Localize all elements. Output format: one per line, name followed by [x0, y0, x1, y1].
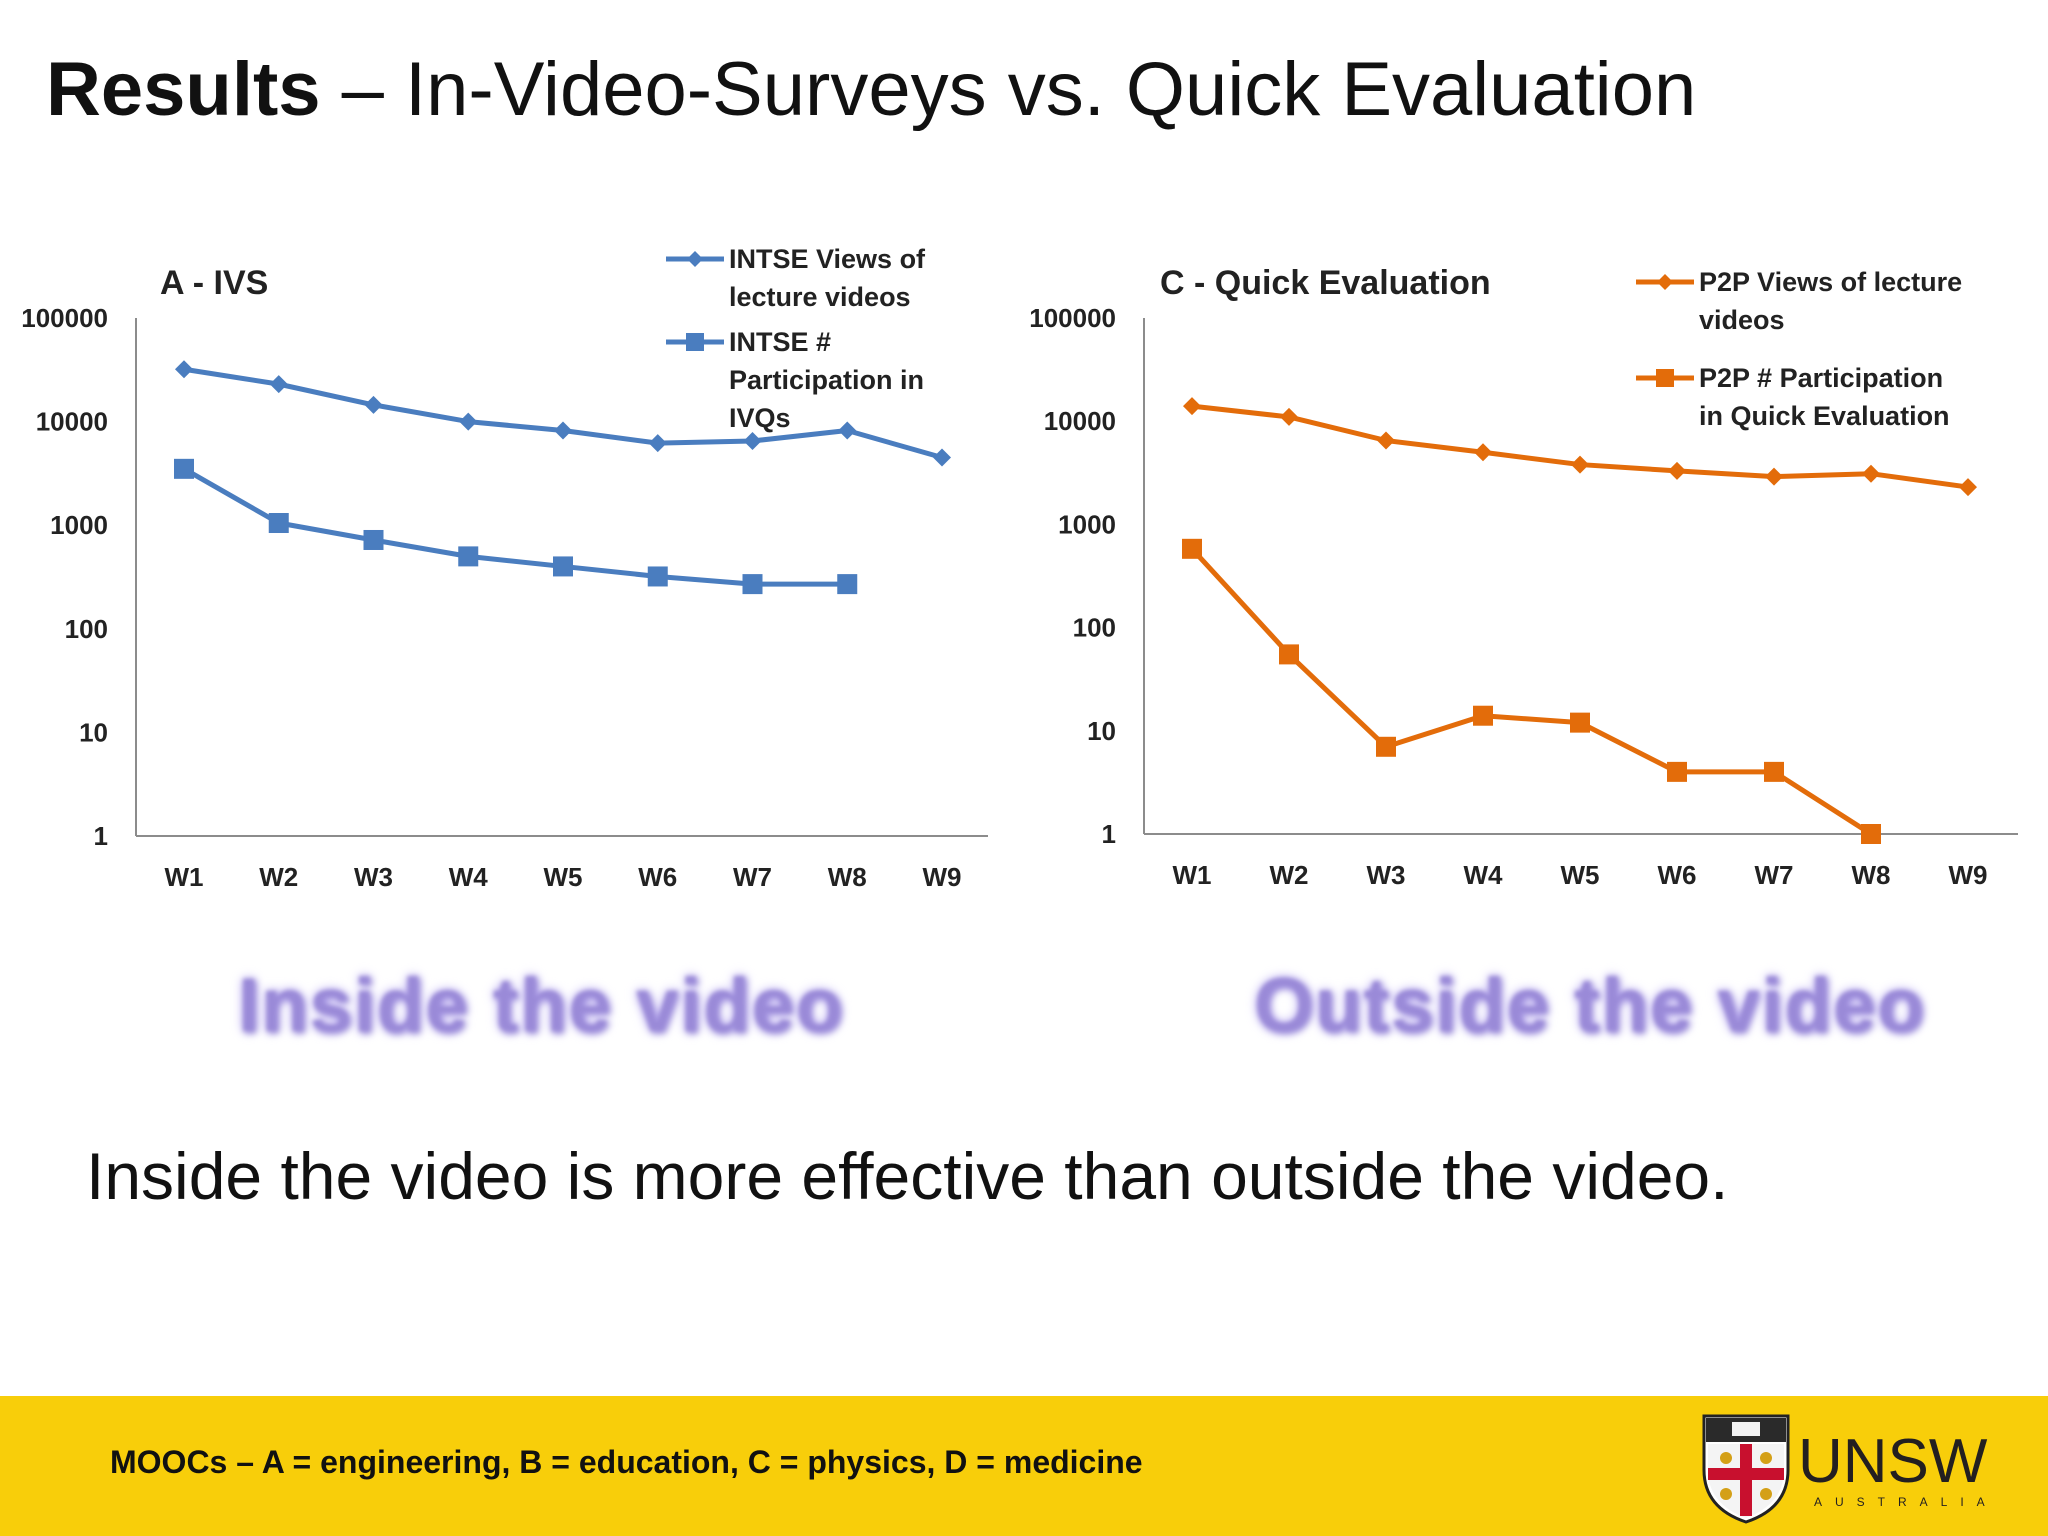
conclusion-text: Inside the video is more effective than … — [86, 1139, 1729, 1213]
caption-outside-video: Outside the video — [1254, 963, 1926, 1048]
x-tick-label: W4 — [449, 862, 489, 892]
data-point-diamond — [459, 412, 478, 431]
legend-marker-square — [686, 333, 704, 351]
data-point-diamond — [269, 375, 288, 394]
x-tick-label: W5 — [1561, 860, 1600, 890]
unsw-logo-subtext: AUSTRALIA — [1814, 1495, 1996, 1509]
x-tick-label: W6 — [1658, 860, 1697, 890]
data-point-square — [1473, 705, 1493, 726]
data-point-diamond — [1571, 455, 1589, 474]
data-point-square — [1279, 644, 1299, 665]
x-tick-label: W8 — [828, 862, 867, 892]
data-point-diamond — [1959, 478, 1977, 497]
y-tick-label: 1 — [94, 821, 108, 851]
data-point-diamond — [1474, 443, 1492, 462]
x-tick-label: W2 — [1270, 860, 1309, 890]
data-point-square — [553, 556, 573, 577]
caption-inside-video: Inside the video — [238, 963, 845, 1048]
data-point-square — [1182, 538, 1202, 559]
chart-c-quick-evaluation: C - Quick Evaluation 100000 10000 1000 100 10… — [1029, 264, 2018, 890]
x-tick-label: W9 — [1949, 860, 1988, 890]
x-tick-label: W5 — [544, 862, 583, 892]
x-tick-label: W3 — [354, 862, 393, 892]
data-point-square — [268, 513, 289, 534]
data-point-diamond — [1765, 467, 1783, 486]
x-tick-label: W1 — [1173, 860, 1212, 890]
footer-mooc-legend: MOOCs – A = engineering, B = education, … — [110, 1444, 1143, 1480]
data-point-diamond — [364, 395, 383, 414]
y-tick-label: 100000 — [21, 303, 108, 333]
y-tick-label: 100 — [1073, 613, 1116, 643]
slide-title: Results – In-Video-Surveys vs. Quick Eva… — [46, 40, 1696, 140]
x-tick-label: W8 — [1852, 860, 1891, 890]
data-point-square — [742, 574, 763, 595]
data-point-square — [1667, 761, 1687, 782]
legend-label: INTSE # Participation in IVQs — [729, 327, 924, 433]
legend-label: P2P Views of lecture videos — [1699, 267, 1962, 335]
unsw-logo-text: UNSW — [1798, 1427, 1988, 1496]
legend-marker-diamond — [1657, 274, 1673, 290]
legend-label: P2P # Participation in Quick Evaluation — [1699, 363, 1950, 431]
chart-title: C - Quick Evaluation — [1160, 264, 1491, 302]
series-line-2 — [182, 466, 848, 587]
series-line-2 — [1190, 547, 1873, 837]
unsw-logo: UNSW AUSTRALIA — [1702, 1414, 1996, 1524]
data-point-square — [363, 529, 384, 550]
x-tick-label: W7 — [1755, 860, 1794, 890]
data-point-diamond — [743, 431, 762, 450]
data-point-square — [1764, 761, 1784, 782]
data-point-diamond — [1377, 431, 1395, 450]
y-tick-label: 1000 — [50, 510, 108, 540]
x-tick-label: W9 — [923, 862, 962, 892]
data-point-square — [174, 458, 194, 479]
chart-title: A - IVS — [160, 264, 268, 302]
data-point-diamond — [1183, 397, 1201, 416]
slide-title-bold: Results — [46, 47, 321, 132]
data-point-diamond — [1280, 407, 1298, 426]
legend-label: INTSE Views of lecture videos — [729, 244, 926, 312]
x-tick-label: W2 — [259, 862, 298, 892]
y-tick-label: 100 — [65, 614, 108, 644]
y-tick-label: 1 — [1102, 819, 1116, 849]
x-tick-label: W7 — [733, 862, 772, 892]
data-point-diamond — [1862, 464, 1880, 483]
data-point-square — [837, 574, 858, 595]
x-tick-label: W4 — [1464, 860, 1504, 890]
y-tick-label: 100000 — [1029, 303, 1116, 333]
y-tick-label: 10000 — [36, 407, 108, 437]
chart-a-ivs: A - IVS 100000 10000 1000 100 10 1 W1 W2 W3 W4 W5 W6… — [21, 244, 988, 892]
x-tick-label: W3 — [1367, 860, 1406, 890]
data-point-diamond — [175, 360, 193, 379]
data-point-square — [1570, 712, 1590, 733]
data-point-diamond — [838, 421, 857, 440]
y-tick-label: 1000 — [1058, 509, 1116, 539]
x-tick-label: W6 — [638, 862, 677, 892]
x-tick-label: W1 — [165, 862, 204, 892]
data-point-square — [1376, 736, 1396, 757]
data-point-square — [458, 546, 479, 567]
data-point-diamond — [933, 448, 951, 467]
y-tick-label: 10000 — [1044, 406, 1116, 436]
legend-marker-diamond — [687, 251, 703, 267]
data-point-square — [647, 566, 668, 587]
slide-title-rest: – In-Video-Surveys vs. Quick Evaluation — [320, 47, 1697, 132]
data-point-diamond — [1668, 461, 1686, 480]
y-tick-label: 10 — [79, 717, 108, 747]
data-point-diamond — [554, 421, 572, 440]
legend-marker-square — [1656, 369, 1674, 387]
unsw-crest-icon — [1702, 1414, 1790, 1524]
y-tick-label: 10 — [1087, 716, 1116, 746]
footer-bar: MOOCs – A = engineering, B = education, … — [0, 1396, 2048, 1536]
data-point-square — [1861, 824, 1881, 844]
data-point-diamond — [648, 434, 667, 453]
